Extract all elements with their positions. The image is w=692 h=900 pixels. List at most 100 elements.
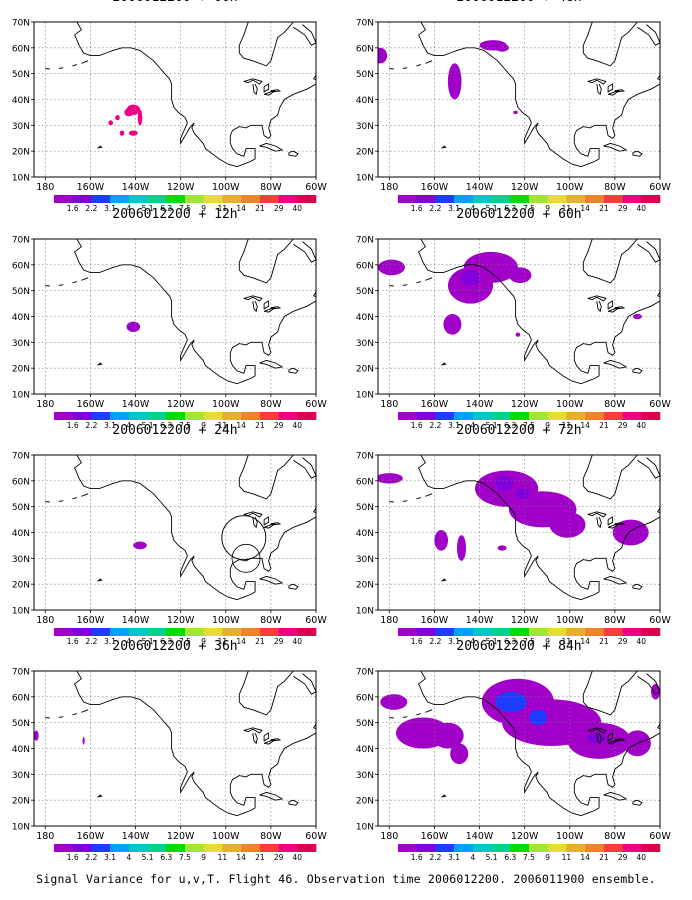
variance-shading: [508, 267, 532, 284]
colorbar-swatch: [203, 195, 223, 203]
colorbar-swatch: [472, 412, 492, 420]
colorbar-label: 2.2: [85, 421, 97, 430]
lon-tick-label: 140W: [466, 831, 494, 842]
colorbar-label: 5.1: [142, 421, 154, 430]
lat-tick-label: 60N: [12, 477, 30, 487]
colorbar-label: 29: [618, 421, 628, 430]
colorbar-label: 5.1: [142, 204, 154, 213]
colorbar-swatch: [91, 195, 111, 203]
colorbar-swatch: [110, 628, 130, 636]
colorbar-label: 3.1: [104, 204, 116, 213]
colorbar-label: 7.5: [523, 204, 535, 213]
lat-tick-label: 40N: [356, 529, 374, 539]
variance-shading: [447, 63, 462, 100]
variance-shading: [497, 545, 507, 551]
colorbar-swatch: [222, 628, 242, 636]
variance-shading: [632, 313, 642, 320]
lat-tick-label: 70N: [356, 19, 374, 29]
colorbar-label: 4: [127, 637, 132, 646]
colorbar-label: 29: [618, 637, 628, 646]
colorbar-label: 4: [471, 853, 476, 862]
colorbar-swatch: [566, 412, 586, 420]
coastline: [45, 671, 316, 817]
colorbar-swatch: [222, 412, 242, 420]
colorbar-label: 4: [471, 204, 476, 213]
lon-tick-label: 160W: [77, 399, 105, 410]
variance-shading: [432, 722, 464, 749]
colorbar-label: 2.2: [85, 853, 97, 862]
lat-tick-label: 70N: [12, 236, 30, 246]
colorbar-swatch: [278, 412, 298, 420]
lon-tick-label: 180: [380, 182, 398, 193]
colorbar-swatch: [454, 628, 474, 636]
panel-title: 2006012200 + 36h: [112, 639, 237, 654]
lon-tick-label: 80W: [604, 399, 626, 410]
lat-tick-label: 50N: [356, 503, 374, 513]
lat-tick-label: 30N: [356, 122, 374, 132]
lat-tick-label: 10N: [356, 823, 374, 833]
lon-tick-label: 120W: [167, 399, 195, 410]
coastline: [389, 22, 660, 168]
colorbar-swatch: [622, 844, 642, 852]
lat-tick-label: 60N: [12, 44, 30, 54]
colorbar-swatch: [435, 412, 455, 420]
colorbar-label: 3.1: [448, 637, 460, 646]
lat-tick-label: 40N: [356, 745, 374, 755]
colorbar-swatch: [491, 195, 511, 203]
variance-shading: [119, 130, 125, 136]
lon-tick-label: 60W: [305, 399, 327, 410]
colorbar-swatch: [203, 844, 223, 852]
map-panel-24h: 2006012200 + 24h 70N 60N 50N 40N 30N 20N 10N 180…: [12, 423, 328, 646]
colorbar-label: 6.3: [160, 637, 172, 646]
colorbar-label: 14: [580, 853, 590, 862]
lon-tick-label: 100W: [212, 399, 240, 410]
colorbar: 1.6 2.2 3.1 4 5.1 6.3 7.5 9 11 14 21 29 40: [54, 628, 317, 646]
colorbar-swatch: [529, 628, 548, 636]
colorbar-swatch: [435, 628, 455, 636]
variance-shading: [450, 743, 469, 764]
colorbar-label: 40: [293, 421, 303, 430]
colorbar: 1.6 2.2 3.1 4 5.1 6.3 7.5 9 11 14 21 29 40: [398, 628, 661, 646]
colorbar-swatch: [297, 412, 317, 420]
colorbar-swatch: [222, 844, 242, 852]
colorbar-swatch: [110, 412, 130, 420]
colorbar-label: 14: [236, 204, 246, 213]
colorbar-swatch: [472, 844, 492, 852]
lon-tick-label: 160W: [421, 182, 449, 193]
colorbar-swatch: [622, 195, 642, 203]
colorbar-label: 21: [255, 853, 265, 862]
lon-tick-label: 120W: [511, 831, 539, 842]
panel-title: 2006012200 + 72h: [456, 423, 581, 438]
colorbar-swatch: [128, 195, 148, 203]
lon-tick-label: 100W: [556, 399, 584, 410]
colorbar-swatch: [147, 195, 167, 203]
colorbar-swatch: [529, 412, 548, 420]
lon-tick-label: 60W: [649, 399, 671, 410]
variance-shading: [34, 730, 39, 741]
colorbar-label: 14: [236, 421, 246, 430]
variance-shading: [549, 511, 586, 538]
lat-tick-label: 30N: [12, 771, 30, 781]
colorbar-swatch: [585, 412, 605, 420]
lon-tick-label: 100W: [212, 182, 240, 193]
colorbar-label: 14: [236, 853, 246, 862]
colorbar-label: 1.6: [411, 853, 423, 862]
lat-tick-label: 50N: [12, 503, 30, 513]
colorbar-label: 2.2: [429, 637, 441, 646]
colorbar-label: 3.1: [448, 204, 460, 213]
variance-shading: [513, 110, 518, 114]
lat-tick-label: 70N: [12, 19, 30, 29]
colorbar-swatch: [110, 195, 130, 203]
lon-tick-label: 140W: [466, 615, 494, 626]
lon-tick-label: 60W: [305, 831, 327, 842]
colorbar-label: 40: [637, 853, 647, 862]
lon-tick-label: 160W: [421, 399, 449, 410]
map-panel-00h: 2006012200 + 00h 70N 60N 50N 40N 30N 20N 10N 180…: [12, 0, 328, 213]
lon-tick-label: 60W: [649, 831, 671, 842]
colorbar-label: 7.5: [179, 421, 191, 430]
lat-tick-label: 30N: [12, 339, 30, 349]
lat-tick-label: 30N: [12, 555, 30, 565]
colorbar-swatch: [454, 412, 474, 420]
lat-tick-label: 60N: [356, 44, 374, 54]
colorbar-swatch: [510, 195, 530, 203]
